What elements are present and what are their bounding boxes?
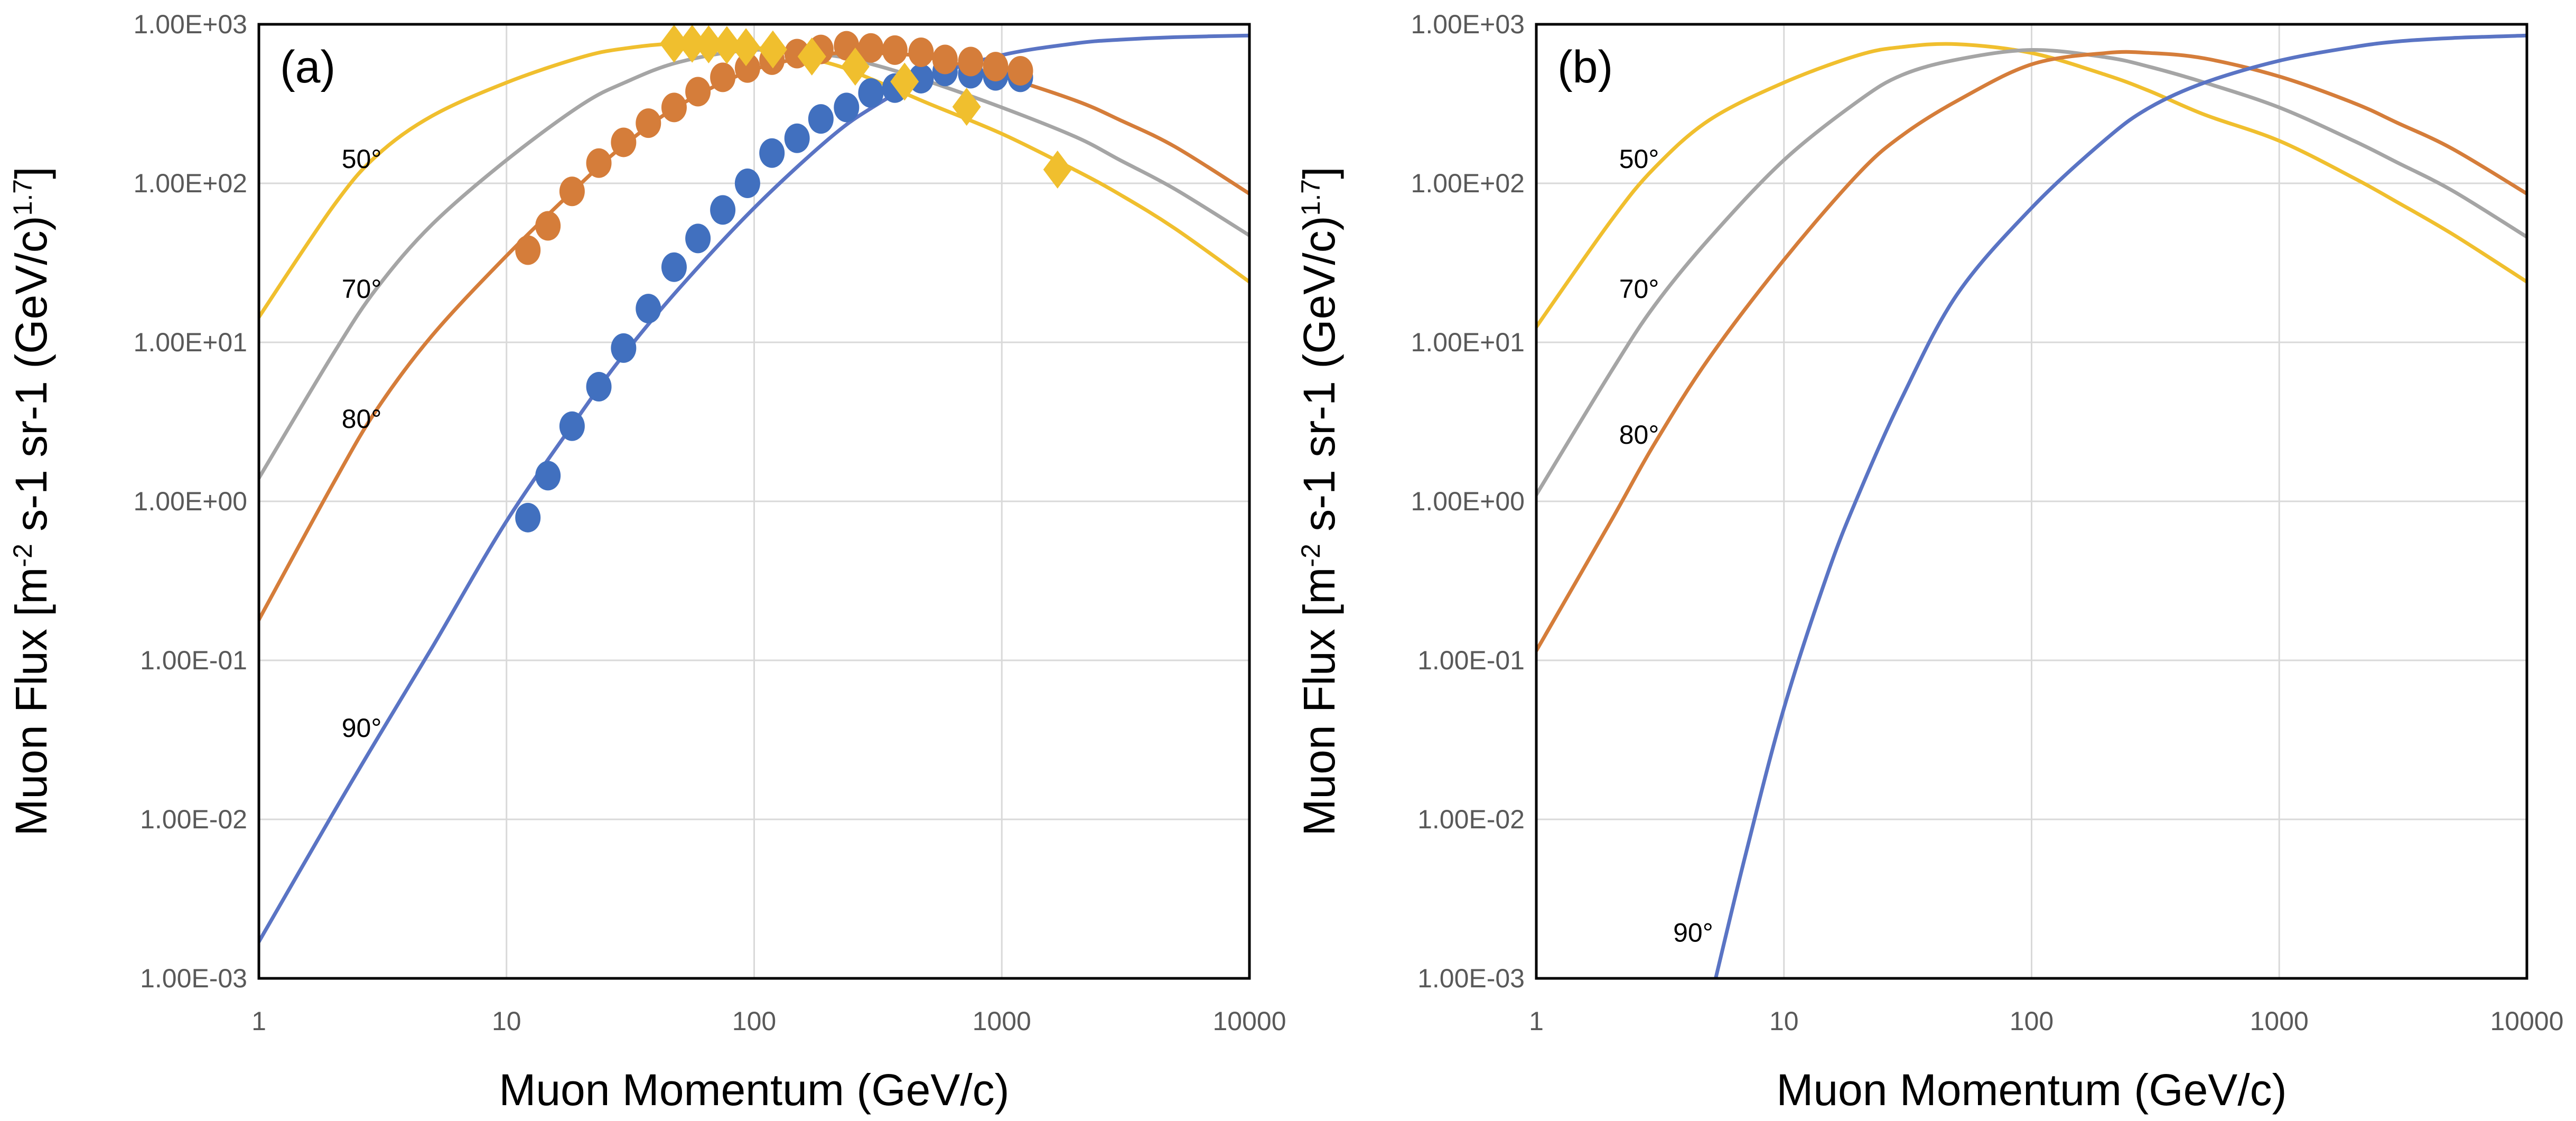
data-point-80deg-data [983, 52, 1009, 82]
data-point-50deg-data [797, 38, 826, 76]
data-point-80deg-data [734, 53, 760, 83]
x-tick-label: 10000 [1212, 1006, 1286, 1036]
x-axis-title: Muon Momentum (GeV/c) [1776, 1065, 2286, 1115]
data-point-50deg-data [1043, 151, 1072, 189]
curve-label-90deg: 90° [1673, 918, 1713, 948]
data-point-80deg-data [908, 37, 934, 67]
data-point-80deg-data [535, 211, 561, 241]
data-point-90deg-data [834, 92, 860, 123]
y-tick-label: 1.00E-03 [140, 964, 247, 993]
panel-label: (b) [1557, 42, 1613, 92]
data-point-80deg-data [636, 108, 661, 138]
x-axis-title: Muon Momentum (GeV/c) [499, 1065, 1009, 1115]
y-tick-label: 1.00E+00 [1411, 487, 1525, 516]
panel-label: (a) [280, 42, 335, 92]
data-point-80deg-data [685, 77, 711, 107]
y-tick-label: 1.00E+01 [1411, 328, 1525, 357]
y-tick-label: 1.00E-02 [140, 805, 247, 834]
curve-label-80deg: 80° [1619, 420, 1659, 450]
data-point-90deg-data [586, 371, 612, 401]
y-tick-label: 1.00E+00 [134, 487, 247, 516]
x-tick-label: 100 [2010, 1006, 2054, 1036]
chart-b: 1 10 100 1000 10000 1.00E-03 1.00E-02 1.00E-01 1… [1294, 10, 2564, 1115]
data-point-50deg-data [694, 25, 723, 63]
data-point-90deg-data [535, 461, 561, 491]
x-tick-label: 1 [1529, 1006, 1544, 1036]
x-tick-label: 1000 [2250, 1006, 2309, 1036]
x-tick-label: 1000 [973, 1006, 1031, 1036]
plot-frame [1535, 23, 2528, 980]
y-tick-label: 1.00E+03 [1411, 10, 1525, 39]
data-point-80deg-data [586, 148, 612, 178]
data-point-80deg-data [710, 62, 736, 92]
curve-70deg [1536, 48, 2527, 497]
y-tick-label: 1.00E+02 [134, 169, 247, 198]
data-point-50deg-data [758, 30, 787, 69]
curve-90deg [259, 33, 1249, 944]
data-point-80deg-data [958, 46, 984, 77]
data-point-50deg-data [678, 24, 707, 63]
curve-label-50deg: 50° [342, 144, 382, 174]
data-point-80deg-data [611, 127, 637, 157]
curve-label-70deg: 70° [1619, 274, 1659, 304]
data-point-80deg-data [882, 35, 908, 65]
y-tick-label: 1.00E-01 [140, 646, 247, 675]
data-point-80deg-data [858, 33, 884, 63]
curve-label-50deg: 50° [1619, 144, 1659, 174]
data-point-90deg-data [734, 169, 760, 198]
y-tick-label: 1.00E+02 [1411, 169, 1525, 198]
plot-frame [257, 23, 1251, 980]
data-point-80deg-data [1007, 56, 1033, 86]
y-tick-label: 1.00E-02 [1417, 805, 1525, 834]
data-point-90deg-data [858, 78, 884, 108]
x-tick-label: 10000 [2490, 1006, 2563, 1036]
curve-label-80deg: 80° [342, 404, 382, 434]
data-point-90deg-data [661, 252, 687, 282]
data-point-90deg-data [808, 104, 834, 134]
chart-panel-b: 1 10 100 1000 10000 1.00E-03 1.00E-02 1.00E-01 1… [1288, 0, 2576, 1121]
data-point-90deg-data [759, 138, 785, 168]
series-50deg-data [659, 24, 1072, 189]
chart-panel-a: 1 10 100 1000 10000 1.00E-03 1.00E-02 1.00E-01 1… [6, 10, 1286, 1115]
y-tick-label: 1.00E+01 [134, 328, 247, 357]
series-90deg-data [515, 57, 1033, 533]
y-tick-label: 1.00E-01 [1417, 646, 1525, 675]
x-tick-label: 10 [1769, 1006, 1799, 1036]
data-point-50deg-data [712, 26, 741, 64]
y-tick-label: 1.00E+03 [134, 10, 247, 39]
data-point-80deg-data [932, 44, 958, 74]
data-point-90deg-data [636, 294, 661, 324]
curve-label-70deg: 70° [342, 274, 382, 304]
data-point-50deg-data [732, 28, 761, 67]
y-axis-title: Muon Flux [m-2 s-1 sr-1 (GeV/c)1.7] [1294, 167, 1344, 836]
data-point-90deg-data [685, 223, 711, 254]
curve-label-90deg: 90° [342, 713, 382, 743]
x-tick-label: 10 [492, 1006, 521, 1036]
data-point-50deg-data [659, 24, 688, 63]
data-point-90deg-data [784, 123, 810, 153]
curve-80deg [1536, 50, 2527, 653]
y-tick-label: 1.00E-03 [1417, 964, 1525, 993]
data-point-90deg-data [710, 195, 736, 225]
data-point-80deg-data [515, 235, 541, 265]
curve-90deg [1714, 33, 2527, 978]
data-point-90deg-data [611, 333, 637, 363]
data-point-80deg-data [661, 92, 687, 123]
data-point-50deg-data [890, 62, 919, 101]
data-point-90deg-data [515, 502, 541, 533]
chart-a: 1 10 100 1000 10000 1.00E-03 1.00E-02 1.00E-01 1… [6, 10, 1286, 1115]
data-point-50deg-data [952, 88, 981, 126]
data-point-90deg-data [559, 411, 585, 441]
data-point-50deg-data [841, 48, 870, 86]
y-axis-title: Muon Flux [m-2 s-1 sr-1 (GeV/c)1.7] [6, 167, 56, 836]
x-tick-label: 1 [251, 1006, 266, 1036]
data-point-80deg-data [559, 176, 585, 207]
x-tick-label: 100 [732, 1006, 776, 1036]
